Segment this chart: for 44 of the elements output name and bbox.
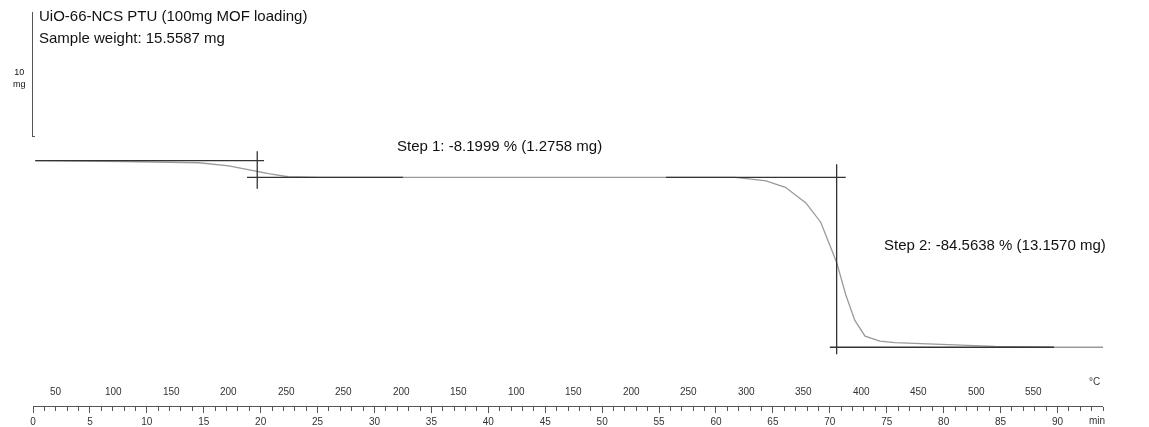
x-tick-label: 15 (198, 416, 210, 427)
text: 150 (565, 386, 583, 397)
x-tick-label: 50 (596, 416, 609, 427)
x-tick-label: 90 (1051, 416, 1064, 427)
text: 300 (738, 386, 756, 397)
text: 150 (450, 386, 468, 397)
chart-title: UiO-66-NCS PTU (100mg MOF loading) (39, 7, 308, 24)
x-tick-label: 25 (312, 416, 324, 427)
text: 250 (335, 386, 353, 397)
chart-subtitle: Sample weight: 15.5587 mg (39, 29, 225, 46)
annotation: Step 1: -8.1999 % (1.2758 mg) (397, 137, 603, 154)
annotation: Step 2: -84.5638 % (13.1570 mg) (884, 236, 1106, 253)
text: 100 (508, 386, 526, 397)
x-tick-label: 45 (539, 416, 552, 427)
text: 450 (910, 386, 928, 397)
x-tick-label: 55 (653, 416, 666, 427)
x-axis-title: min (1089, 415, 1106, 426)
x-tick-label: 5 (87, 416, 94, 427)
x-tick-label: 35 (425, 416, 438, 427)
x-tick-label: 20 (255, 416, 267, 427)
text: 200 (220, 386, 238, 397)
x-tick-label: 10 (141, 416, 153, 427)
text: 350 (795, 386, 813, 397)
text: 200 (623, 386, 641, 397)
x-tick-label: 85 (994, 416, 1007, 427)
x-tick-label: 65 (767, 416, 779, 427)
text: 250 (680, 386, 698, 397)
x2-axis-title: °C (1089, 376, 1101, 387)
text: 50 (50, 386, 62, 397)
x-tick-label: 60 (710, 416, 722, 427)
text: 550 (1025, 386, 1043, 397)
text: 10 mg (13, 67, 26, 89)
x-tick-label: 0 (30, 416, 37, 427)
x-tick-label: 30 (368, 416, 381, 427)
text: 200 (393, 386, 411, 397)
text: 400 (853, 386, 871, 397)
text: 100 (105, 386, 123, 397)
text: 250 (278, 386, 296, 397)
x-tick-label: 80 (938, 416, 950, 427)
text: 500 (968, 386, 986, 397)
x-tick-label: 40 (482, 416, 495, 427)
x-tick-label: 70 (824, 416, 836, 427)
text: 150 (163, 386, 181, 397)
x-tick-label: 75 (881, 416, 893, 427)
